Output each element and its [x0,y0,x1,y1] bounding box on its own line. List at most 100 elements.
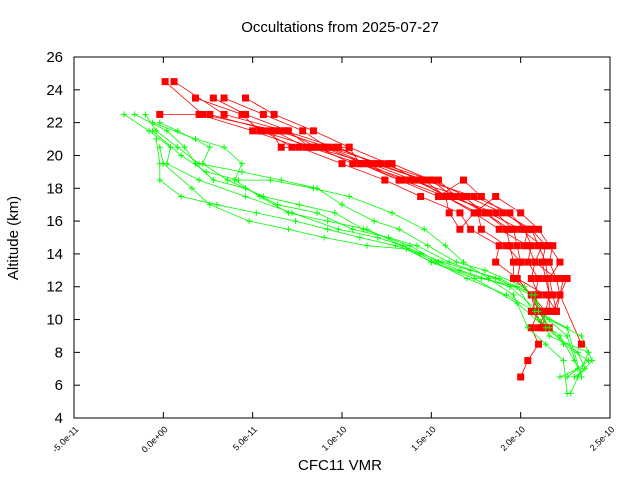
x-tick-label: 5.0e-11 [231,424,259,452]
data-point-plus [278,177,285,184]
data-point-square [359,160,367,168]
data-point-square [417,192,425,200]
data-point-square [313,143,321,151]
y-tick-label: 22 [46,115,63,132]
data-point-plus [496,275,503,282]
data-point-square [538,242,546,250]
data-point-square [338,160,346,168]
data-point-square [535,225,543,233]
data-point-square [220,110,228,118]
data-point-plus [163,127,170,134]
data-point-square [281,127,289,135]
data-point-square [356,160,364,168]
data-point-square [535,242,543,250]
data-point-plus [321,234,328,241]
data-point-plus [178,152,185,159]
y-tick-label: 14 [46,246,63,263]
data-point-square [545,291,553,299]
data-point-square [531,258,539,266]
data-point-plus [274,201,281,208]
data-point-square [510,225,518,233]
data-point-plus [531,308,538,315]
data-point-plus [417,250,424,257]
data-point-plus [453,259,460,266]
data-point-square [434,192,442,200]
data-point-square [513,275,521,283]
data-point-square [284,127,292,135]
data-point-square [481,209,489,217]
data-point-square [449,192,457,200]
data-point-plus [485,275,492,282]
data-point-square [459,192,467,200]
data-point-plus [421,226,428,233]
data-point-plus [467,267,474,274]
data-point-plus [460,259,467,266]
data-point-plus [571,357,578,364]
data-point-plus [167,144,174,151]
data-point-square [492,209,500,217]
data-point-square [499,209,507,217]
data-point-square [535,340,543,348]
data-point-square [381,176,389,184]
data-point-square [545,242,553,250]
data-point-plus [546,316,553,323]
data-point-plus [424,242,431,249]
chart-title: Occultations from 2025-07-27 [241,19,439,36]
data-point-plus [574,349,581,356]
data-point-square [259,127,267,135]
data-point-plus [313,209,320,216]
data-point-plus [210,177,217,184]
data-point-square [331,143,339,151]
data-point-square [556,291,564,299]
data-point-square [485,209,493,217]
data-point-plus [242,185,249,192]
data-point-square [492,258,500,266]
data-point-plus [514,283,521,290]
data-point-square [535,291,543,299]
data-point-plus [464,275,471,282]
data-point-square [506,242,514,250]
data-point-square [249,127,257,135]
data-point-square [495,225,503,233]
data-point-plus [238,160,245,167]
data-point-square [156,110,164,118]
x-tick-label: 1.5e-10 [409,424,438,453]
data-point-square [388,160,396,168]
data-point-plus [121,111,128,118]
data-point-square [492,192,500,200]
data-point-square [524,225,532,233]
data-point-plus [206,201,213,208]
data-point-plus [389,209,396,216]
y-axis-ticks: 4 6 8 10 12 14 16 18 20 22 24 26 [46,49,610,427]
data-point-square [199,110,207,118]
data-point-plus [564,390,571,397]
y-tick-label: 12 [46,279,63,296]
data-point-square [242,110,250,118]
data-point-plus [364,242,371,249]
data-point-square [413,176,421,184]
data-point-square [542,242,550,250]
data-point-square [477,225,485,233]
data-point-plus [221,144,228,151]
data-point-square [267,127,275,135]
data-point-square [277,143,285,151]
data-point-square [542,307,550,315]
data-point-square [556,258,564,266]
data-point-plus [149,119,156,126]
data-point-square [370,160,378,168]
data-point-plus [203,168,210,175]
data-point-square [170,78,178,86]
data-point-plus [578,373,585,380]
data-point-plus [585,349,592,356]
data-point-plus [192,136,199,143]
data-point-square [513,242,521,250]
y-tick-label: 16 [46,213,63,230]
data-point-square [577,340,585,348]
data-point-square [524,258,532,266]
y-tick-label: 24 [46,82,63,99]
data-point-square [345,143,353,151]
data-point-plus [181,144,188,151]
data-point-plus [385,234,392,241]
data-point-plus [521,283,528,290]
data-point-plus [510,291,517,298]
